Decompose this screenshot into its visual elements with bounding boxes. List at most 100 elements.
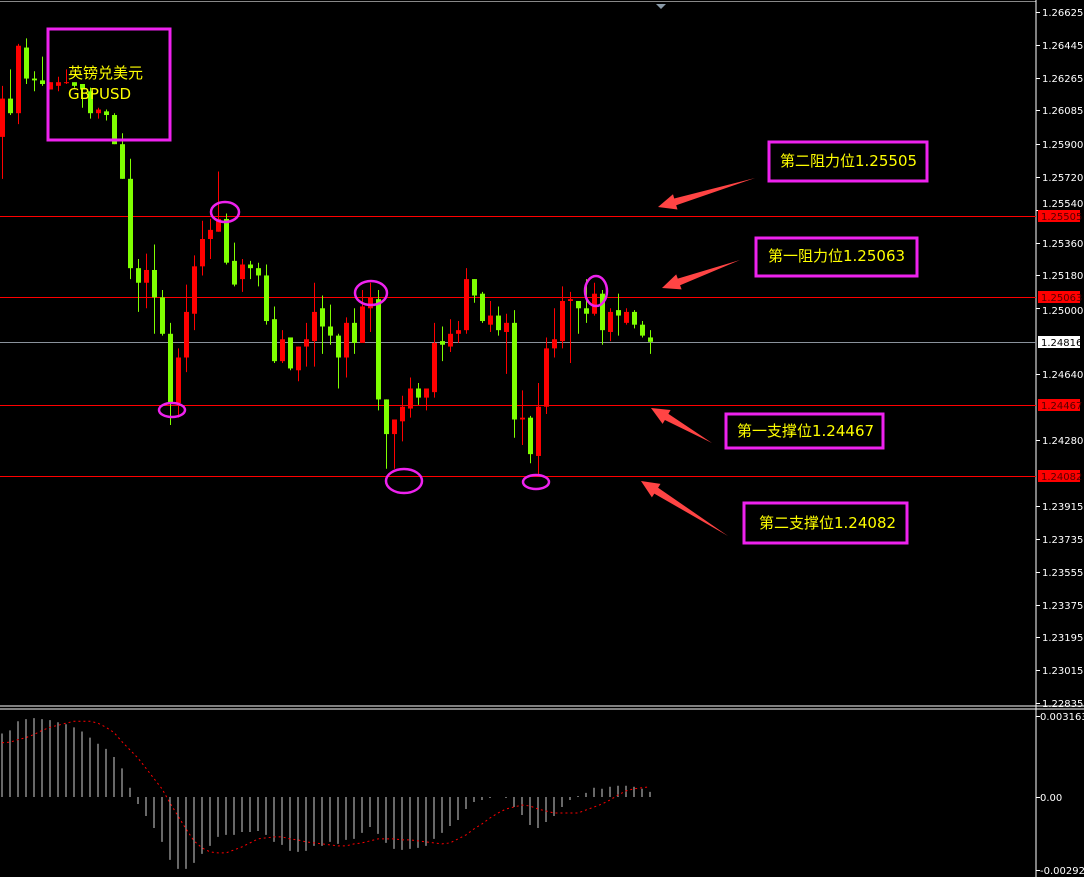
bull-candle [208,229,213,239]
bull-candle [16,45,21,114]
price-tick-label: 1.25540 [1042,199,1083,210]
bull-candle [488,315,493,325]
bull-candle [400,406,405,422]
bear-candle [288,337,293,369]
bear-candle [352,322,357,343]
price-tick-label: 1.26445 [1042,41,1083,52]
level-lines [0,216,1036,477]
bull-candle [0,98,5,137]
price-tick-label: 1.26265 [1042,74,1083,85]
bull-candle [192,266,197,314]
bear-candle [616,310,621,316]
bear-candle [576,300,581,309]
macd-panel [1,718,651,869]
bull-candle [544,348,549,407]
bear-candle [168,333,173,404]
price-tick-label: 1.23195 [1042,633,1083,644]
support-2-box [742,501,909,545]
bear-candle [600,293,605,331]
bull-candle [184,311,189,358]
bull-candle [144,269,149,283]
bear-candle [248,264,253,269]
resistance-1-box [754,236,919,278]
price-tick-label: 1.23015 [1042,666,1083,677]
macd-tick-label: -0.002926 [1040,866,1084,877]
bull-candle [176,357,181,404]
bear-candle [32,78,37,81]
bull-candle [280,339,285,362]
price-tick-label: 1.26625 [1042,8,1083,19]
bear-candle [24,47,29,79]
swing-point-circle [157,401,187,419]
level-price-tag [1038,399,1080,411]
price-tick-label: 1.23915 [1042,502,1083,513]
bear-candle [272,319,277,362]
bull-candle [360,306,365,343]
resistance-1-label: 第一阻力位1.25063 [768,247,905,265]
bull-candle [448,333,453,347]
level-price-tag [1038,470,1080,482]
bear-candle [648,337,653,342]
bear-candle [416,388,421,398]
price-tick-label: 1.23375 [1042,601,1083,612]
bear-candle [640,324,645,336]
swing-point-circle [209,200,241,224]
shift-marker-icon [656,4,666,9]
bear-candle [224,218,229,263]
bear-candle [336,335,341,358]
support-2-label: 第二支撑位1.24082 [759,514,896,532]
bear-candle [256,268,261,276]
macd-tick-label: 0.003163 [1040,712,1084,723]
price-tick-label: 1.23555 [1042,568,1083,579]
bear-candle [384,399,389,435]
level-price-tag [1038,210,1080,222]
resistance-2-label: 第二阻力位1.25505 [780,152,917,170]
bear-candle [136,268,141,283]
bull-candle [304,339,309,347]
bear-candle [512,322,517,420]
price-tag-label: 1.25505 [1041,212,1082,223]
price-tick-label: 1.25900 [1042,140,1083,151]
bull-candle [568,299,573,301]
support-1-label: 第一支撑位1.24467 [737,422,874,440]
price-tick-label: 1.24640 [1042,370,1083,381]
macd-tick-label: 0.00 [1040,793,1062,804]
bull-candle [560,300,565,342]
price-tick-label: 1.25180 [1042,271,1083,282]
resistance-2-box [767,140,929,183]
bear-candle [320,308,325,327]
price-tag-label: 1.25063 [1041,293,1082,304]
bear-candle [264,275,269,322]
bull-candle [344,322,349,358]
bull-candle [392,419,397,435]
bear-candle [88,91,93,114]
bear-candle [376,299,381,400]
price-tag-label: 1.24082 [1041,472,1082,483]
price-axis: 1.26625 1.26445 1.26265 1.26085 1.25900 1.257… [1036,8,1084,877]
bear-candle [472,279,477,296]
bull-candle [432,342,437,393]
bear-candle [104,111,109,116]
bear-candle [632,311,637,325]
bull-candle [456,330,461,334]
bear-candle [232,260,237,285]
arrow-icon [662,260,740,290]
bull-candle [552,339,557,349]
price-tick-label: 1.22835 [1042,699,1083,710]
bull-candle [608,311,613,332]
bear-candle [480,293,485,322]
bear-candle [80,84,85,90]
bull-candle [504,322,509,332]
bear-candle [128,178,133,269]
swing-point-circle [583,274,609,308]
swing-point-circle [384,467,424,495]
swing-point-circle [521,473,551,491]
level-price-tag [1038,291,1080,303]
bear-candle [440,341,445,345]
price-tick-label: 1.23735 [1042,535,1083,546]
bull-candle [56,82,61,86]
bear-candle [328,326,333,336]
bull-candle [624,311,629,323]
